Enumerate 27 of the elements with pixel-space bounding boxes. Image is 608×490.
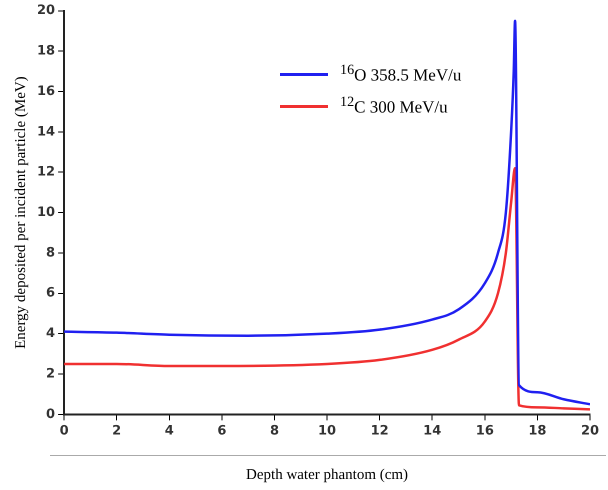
x-tick-label: 18 bbox=[528, 424, 546, 439]
line-series bbox=[64, 20, 590, 406]
x-tick-label: 14 bbox=[423, 424, 442, 439]
legend-label: $^{12}$C 300 MeV/u bbox=[340, 94, 448, 118]
x-axis-title: Depth water phantom (cm) bbox=[246, 466, 408, 483]
y-tick-label: 4 bbox=[46, 326, 56, 342]
x-tick-label: 4 bbox=[164, 424, 174, 439]
y-tick-label: 16 bbox=[36, 84, 56, 99]
y-tick-label: 10 bbox=[36, 204, 56, 220]
x-tick-label: 20 bbox=[580, 424, 600, 439]
y-tick-label: 18 bbox=[36, 44, 56, 59]
x-tick-label: 6 bbox=[217, 424, 226, 439]
legend-label: $^{16}$O 358.5 MeV/u bbox=[340, 62, 462, 86]
y-tick-label: 14 bbox=[36, 124, 56, 140]
x-tick-label: 2 bbox=[112, 424, 122, 439]
x-tick-label: 8 bbox=[270, 424, 279, 439]
y-tick-label: 12 bbox=[36, 164, 56, 180]
y-tick-label: 6 bbox=[46, 286, 56, 301]
x-tick-label: 0 bbox=[60, 424, 69, 439]
y-tick-label: 2 bbox=[46, 366, 56, 382]
y-tick-label: 20 bbox=[36, 3, 56, 18]
y-axis-title: Energy deposited per incident particle (MeV) bbox=[12, 76, 29, 349]
y-tick-label: 0 bbox=[46, 406, 56, 422]
x-tick-label: 16 bbox=[476, 424, 494, 439]
y-tick-label: 8 bbox=[46, 245, 56, 260]
x-tick-label: 10 bbox=[318, 424, 336, 439]
x-tick-label: 12 bbox=[370, 424, 389, 439]
